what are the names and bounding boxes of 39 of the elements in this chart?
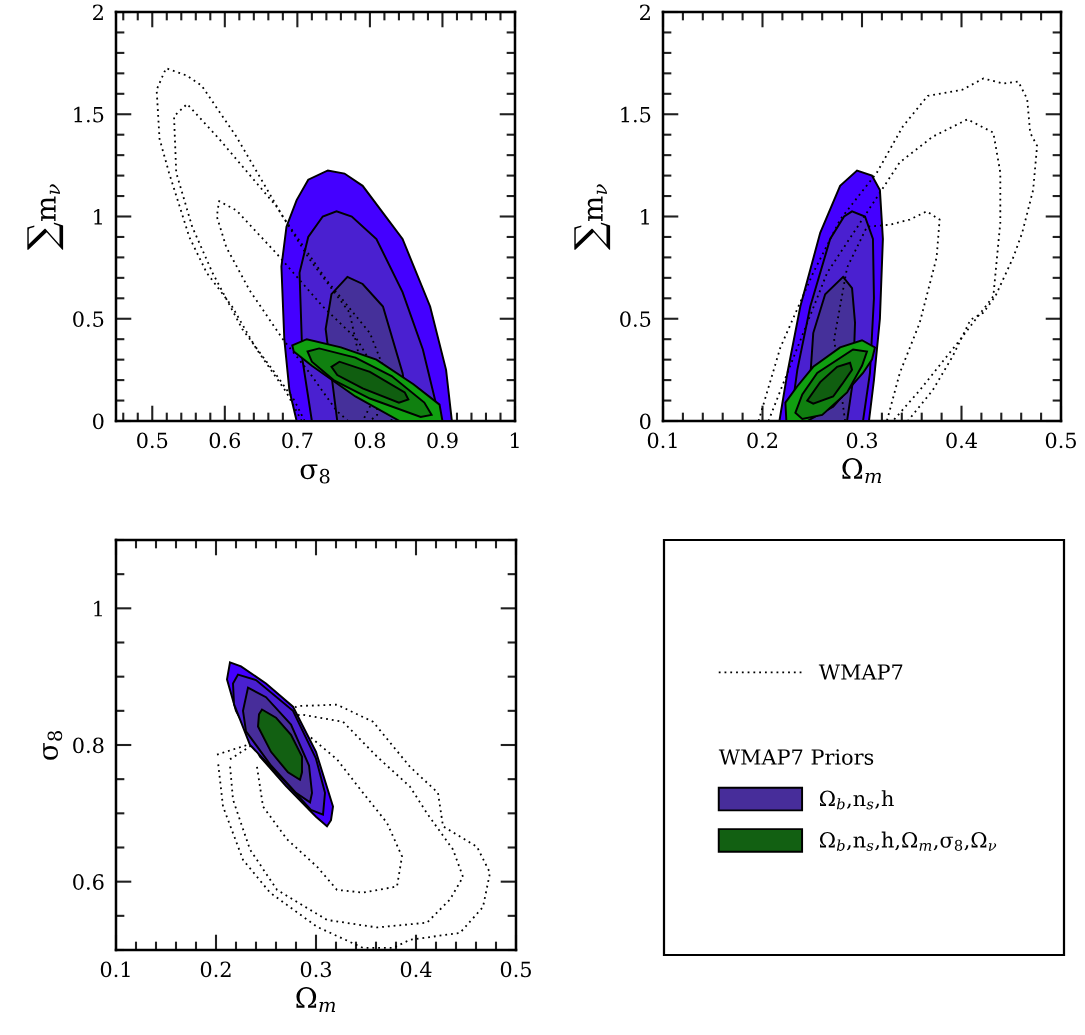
x-tick-label: 0.8 xyxy=(354,432,386,449)
legend-label: WMAP7 xyxy=(818,664,903,680)
x-tick-label: 0.3 xyxy=(300,961,332,978)
y-tick-label: 0.6 xyxy=(73,874,104,890)
y-tick-label: 2 xyxy=(640,4,650,20)
y-axis-title: σ$_{8}$ xyxy=(43,730,63,760)
y-tick-label: 0.8 xyxy=(73,737,104,754)
y-tick-label: 1 xyxy=(94,208,102,225)
y-axis-title: ∑m$_{ν}$ xyxy=(27,184,64,250)
x-tick-label: 1 xyxy=(510,432,519,448)
x-tick-label: 0.1 xyxy=(647,432,677,449)
y-axis-title: ∑m$_{ν}$ xyxy=(574,184,611,250)
y-tick-label: 0 xyxy=(640,413,651,430)
y-tick-label: 2 xyxy=(93,4,103,20)
x-tick-label: 0.1 xyxy=(100,961,130,978)
x-tick-label: 0.5 xyxy=(137,432,168,449)
x-tick-label: 0.5 xyxy=(1045,432,1076,449)
y-tick-label: 1 xyxy=(94,600,102,617)
y-tick-label: 1.5 xyxy=(621,106,651,123)
y-tick-label: 1 xyxy=(641,208,649,225)
x-axis-title: σ$_{8}$ xyxy=(300,464,330,484)
x-tick-label: 0.3 xyxy=(846,432,878,449)
x-tick-label: 0.5 xyxy=(500,961,531,978)
x-axis-title: Ω$_{m}$ xyxy=(296,987,336,1013)
x-tick-label: 0.4 xyxy=(946,432,978,449)
y-tick-label: 0.5 xyxy=(73,311,104,327)
y-tick-label: 1.5 xyxy=(74,106,104,123)
x-tick-label: 0.7 xyxy=(282,432,313,449)
legend-title: WMAP7 Priors xyxy=(718,749,874,765)
x-tick-label: 0.2 xyxy=(747,432,778,449)
x-tick-label: 0.9 xyxy=(427,432,458,449)
x-tick-label: 0.4 xyxy=(400,961,432,978)
y-tick-label: 0 xyxy=(93,413,104,430)
legend-label: Ω$_{b}$,n$_{s}$,h xyxy=(820,790,894,810)
x-tick-label: 0.6 xyxy=(209,432,241,449)
x-axis-title: Ω$_{m}$ xyxy=(842,458,882,484)
text: Ω$_{b}$,n$_{s}$,h,Ω$_{m}$,σ$_{8}$,Ω$_{ν}$ xyxy=(820,831,997,851)
y-tick-label: 0.5 xyxy=(620,311,651,327)
x-tick-label: 0.2 xyxy=(200,961,231,978)
